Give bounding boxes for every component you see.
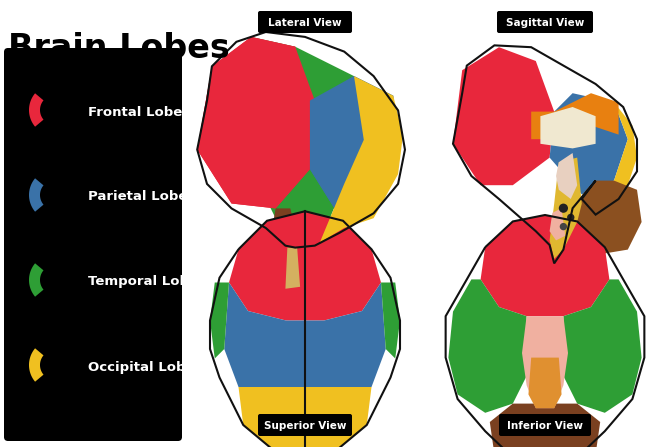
Polygon shape bbox=[381, 283, 400, 358]
Polygon shape bbox=[210, 283, 229, 358]
Polygon shape bbox=[550, 208, 565, 240]
Polygon shape bbox=[480, 215, 610, 316]
Polygon shape bbox=[573, 181, 642, 254]
Text: Parietal Lobe: Parietal Lobe bbox=[88, 190, 187, 203]
Polygon shape bbox=[226, 37, 364, 248]
FancyBboxPatch shape bbox=[4, 48, 182, 441]
Polygon shape bbox=[582, 102, 637, 203]
Ellipse shape bbox=[567, 214, 575, 221]
Polygon shape bbox=[29, 178, 44, 212]
Polygon shape bbox=[550, 158, 582, 259]
FancyBboxPatch shape bbox=[258, 11, 352, 33]
Ellipse shape bbox=[559, 203, 568, 213]
Polygon shape bbox=[310, 76, 398, 208]
Text: Sagittal View: Sagittal View bbox=[506, 18, 584, 28]
Polygon shape bbox=[556, 153, 577, 199]
Polygon shape bbox=[531, 93, 619, 139]
Polygon shape bbox=[453, 47, 554, 185]
Polygon shape bbox=[550, 93, 628, 194]
Polygon shape bbox=[448, 279, 527, 413]
Polygon shape bbox=[286, 248, 300, 289]
Polygon shape bbox=[239, 387, 372, 447]
Polygon shape bbox=[528, 358, 562, 408]
Polygon shape bbox=[229, 211, 381, 320]
Polygon shape bbox=[197, 37, 310, 208]
FancyBboxPatch shape bbox=[499, 414, 591, 436]
Polygon shape bbox=[266, 208, 300, 285]
Polygon shape bbox=[197, 37, 314, 208]
FancyBboxPatch shape bbox=[497, 11, 593, 33]
Polygon shape bbox=[29, 93, 44, 127]
Polygon shape bbox=[522, 316, 568, 408]
Polygon shape bbox=[490, 404, 600, 447]
Polygon shape bbox=[320, 76, 403, 243]
Polygon shape bbox=[310, 76, 398, 208]
Polygon shape bbox=[224, 283, 386, 396]
Text: Brain Lobes: Brain Lobes bbox=[8, 32, 230, 65]
FancyBboxPatch shape bbox=[258, 414, 352, 436]
Text: Superior View: Superior View bbox=[263, 421, 346, 431]
Text: Frontal Lobe: Frontal Lobe bbox=[88, 105, 182, 118]
Ellipse shape bbox=[560, 223, 567, 230]
Polygon shape bbox=[29, 348, 44, 382]
Text: Lateral View: Lateral View bbox=[268, 18, 342, 28]
Text: Occipital Lobe: Occipital Lobe bbox=[88, 360, 194, 374]
Polygon shape bbox=[563, 279, 642, 413]
Polygon shape bbox=[29, 263, 44, 297]
Text: Temporal Lobe: Temporal Lobe bbox=[88, 275, 198, 288]
Polygon shape bbox=[540, 107, 595, 148]
Text: Inferior View: Inferior View bbox=[507, 421, 583, 431]
